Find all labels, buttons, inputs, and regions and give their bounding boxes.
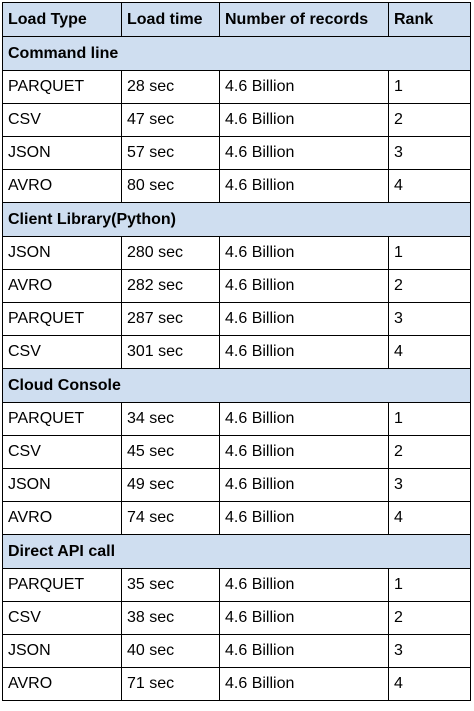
cell-number-of-records: 4.6 Billion	[219, 70, 389, 104]
cell-number-of-records: 4.6 Billion	[219, 435, 389, 469]
cell-number-of-records: 4.6 Billion	[219, 169, 389, 203]
cell-load-time: 35 sec	[121, 568, 220, 602]
table-row: PARQUET 34 sec 4.6 Billion 1	[2, 402, 471, 436]
cell-load-time: 40 sec	[121, 634, 220, 668]
section-header-row: Direct API call	[2, 534, 471, 569]
cell-load-type: AVRO	[2, 169, 122, 203]
cell-rank: 2	[388, 103, 471, 137]
table-row: PARQUET 287 sec 4.6 Billion 3	[2, 302, 471, 336]
table-row: AVRO 282 sec 4.6 Billion 2	[2, 269, 471, 303]
load-benchmark-table: Load Type Load time Number of records Ra…	[2, 2, 471, 701]
cell-rank: 4	[388, 169, 471, 203]
table-header: Load Type Load time Number of records Ra…	[2, 2, 471, 37]
cell-load-time: 28 sec	[121, 70, 220, 104]
table-row: CSV 38 sec 4.6 Billion 2	[2, 601, 471, 635]
cell-number-of-records: 4.6 Billion	[219, 667, 389, 701]
cell-load-time: 80 sec	[121, 169, 220, 203]
cell-load-time: 71 sec	[121, 667, 220, 701]
cell-load-type: AVRO	[2, 269, 122, 303]
cell-load-time: 45 sec	[121, 435, 220, 469]
cell-number-of-records: 4.6 Billion	[219, 634, 389, 668]
cell-load-time: 49 sec	[121, 468, 220, 502]
cell-rank: 2	[388, 435, 471, 469]
table-row: AVRO 80 sec 4.6 Billion 4	[2, 169, 471, 203]
cell-load-type: AVRO	[2, 667, 122, 701]
cell-number-of-records: 4.6 Billion	[219, 136, 389, 170]
cell-load-time: 74 sec	[121, 501, 220, 535]
cell-number-of-records: 4.6 Billion	[219, 402, 389, 436]
cell-rank: 3	[388, 302, 471, 336]
cell-load-time: 287 sec	[121, 302, 220, 336]
cell-load-time: 34 sec	[121, 402, 220, 436]
section-title: Direct API call	[2, 534, 471, 569]
cell-rank: 1	[388, 70, 471, 104]
cell-load-time: 38 sec	[121, 601, 220, 635]
cell-load-type: CSV	[2, 601, 122, 635]
table-row: JSON 57 sec 4.6 Billion 3	[2, 136, 471, 170]
table-row: PARQUET 35 sec 4.6 Billion 1	[2, 568, 471, 602]
section-header-row: Client Library(Python)	[2, 202, 471, 237]
table-row: CSV 301 sec 4.6 Billion 4	[2, 335, 471, 369]
cell-rank: 2	[388, 601, 471, 635]
cell-number-of-records: 4.6 Billion	[219, 236, 389, 270]
header-load-type: Load Type	[2, 2, 122, 37]
header-rank: Rank	[388, 2, 471, 37]
cell-load-type: AVRO	[2, 501, 122, 535]
cell-load-type: PARQUET	[2, 302, 122, 336]
cell-load-type: JSON	[2, 468, 122, 502]
cell-load-type: JSON	[2, 236, 122, 270]
table-row: JSON 49 sec 4.6 Billion 3	[2, 468, 471, 502]
cell-load-time: 301 sec	[121, 335, 220, 369]
cell-number-of-records: 4.6 Billion	[219, 568, 389, 602]
cell-load-time: 282 sec	[121, 269, 220, 303]
cell-rank: 3	[388, 136, 471, 170]
section-header-row: Cloud Console	[2, 368, 471, 403]
cell-rank: 1	[388, 236, 471, 270]
table-row: AVRO 71 sec 4.6 Billion 4	[2, 667, 471, 701]
cell-load-time: 280 sec	[121, 236, 220, 270]
cell-rank: 1	[388, 402, 471, 436]
section-title: Cloud Console	[2, 368, 471, 403]
table-body: Command line PARQUET 28 sec 4.6 Billion 1 CSV…	[2, 36, 471, 701]
cell-load-type: CSV	[2, 103, 122, 137]
section-title: Client Library(Python)	[2, 202, 471, 237]
cell-rank: 3	[388, 634, 471, 668]
section-header-row: Command line	[2, 36, 471, 71]
cell-load-type: PARQUET	[2, 70, 122, 104]
cell-load-time: 47 sec	[121, 103, 220, 137]
table-row: CSV 45 sec 4.6 Billion 2	[2, 435, 471, 469]
cell-load-type: CSV	[2, 435, 122, 469]
table-row: PARQUET 28 sec 4.6 Billion 1	[2, 70, 471, 104]
cell-load-type: PARQUET	[2, 568, 122, 602]
table-row: AVRO 74 sec 4.6 Billion 4	[2, 501, 471, 535]
cell-number-of-records: 4.6 Billion	[219, 302, 389, 336]
table-row: JSON 280 sec 4.6 Billion 1	[2, 236, 471, 270]
section-title: Command line	[2, 36, 471, 71]
cell-load-type: CSV	[2, 335, 122, 369]
cell-number-of-records: 4.6 Billion	[219, 601, 389, 635]
cell-number-of-records: 4.6 Billion	[219, 335, 389, 369]
cell-rank: 4	[388, 335, 471, 369]
header-load-time: Load time	[121, 2, 220, 37]
cell-load-type: JSON	[2, 136, 122, 170]
cell-load-time: 57 sec	[121, 136, 220, 170]
table-row: JSON 40 sec 4.6 Billion 3	[2, 634, 471, 668]
cell-rank: 3	[388, 468, 471, 502]
cell-rank: 4	[388, 667, 471, 701]
header-number-of-records: Number of records	[219, 2, 389, 37]
cell-load-type: PARQUET	[2, 402, 122, 436]
cell-number-of-records: 4.6 Billion	[219, 501, 389, 535]
cell-number-of-records: 4.6 Billion	[219, 468, 389, 502]
cell-rank: 4	[388, 501, 471, 535]
cell-rank: 1	[388, 568, 471, 602]
table-row: CSV 47 sec 4.6 Billion 2	[2, 103, 471, 137]
cell-load-type: JSON	[2, 634, 122, 668]
cell-number-of-records: 4.6 Billion	[219, 103, 389, 137]
cell-number-of-records: 4.6 Billion	[219, 269, 389, 303]
header-row: Load Type Load time Number of records Ra…	[2, 2, 471, 37]
cell-rank: 2	[388, 269, 471, 303]
